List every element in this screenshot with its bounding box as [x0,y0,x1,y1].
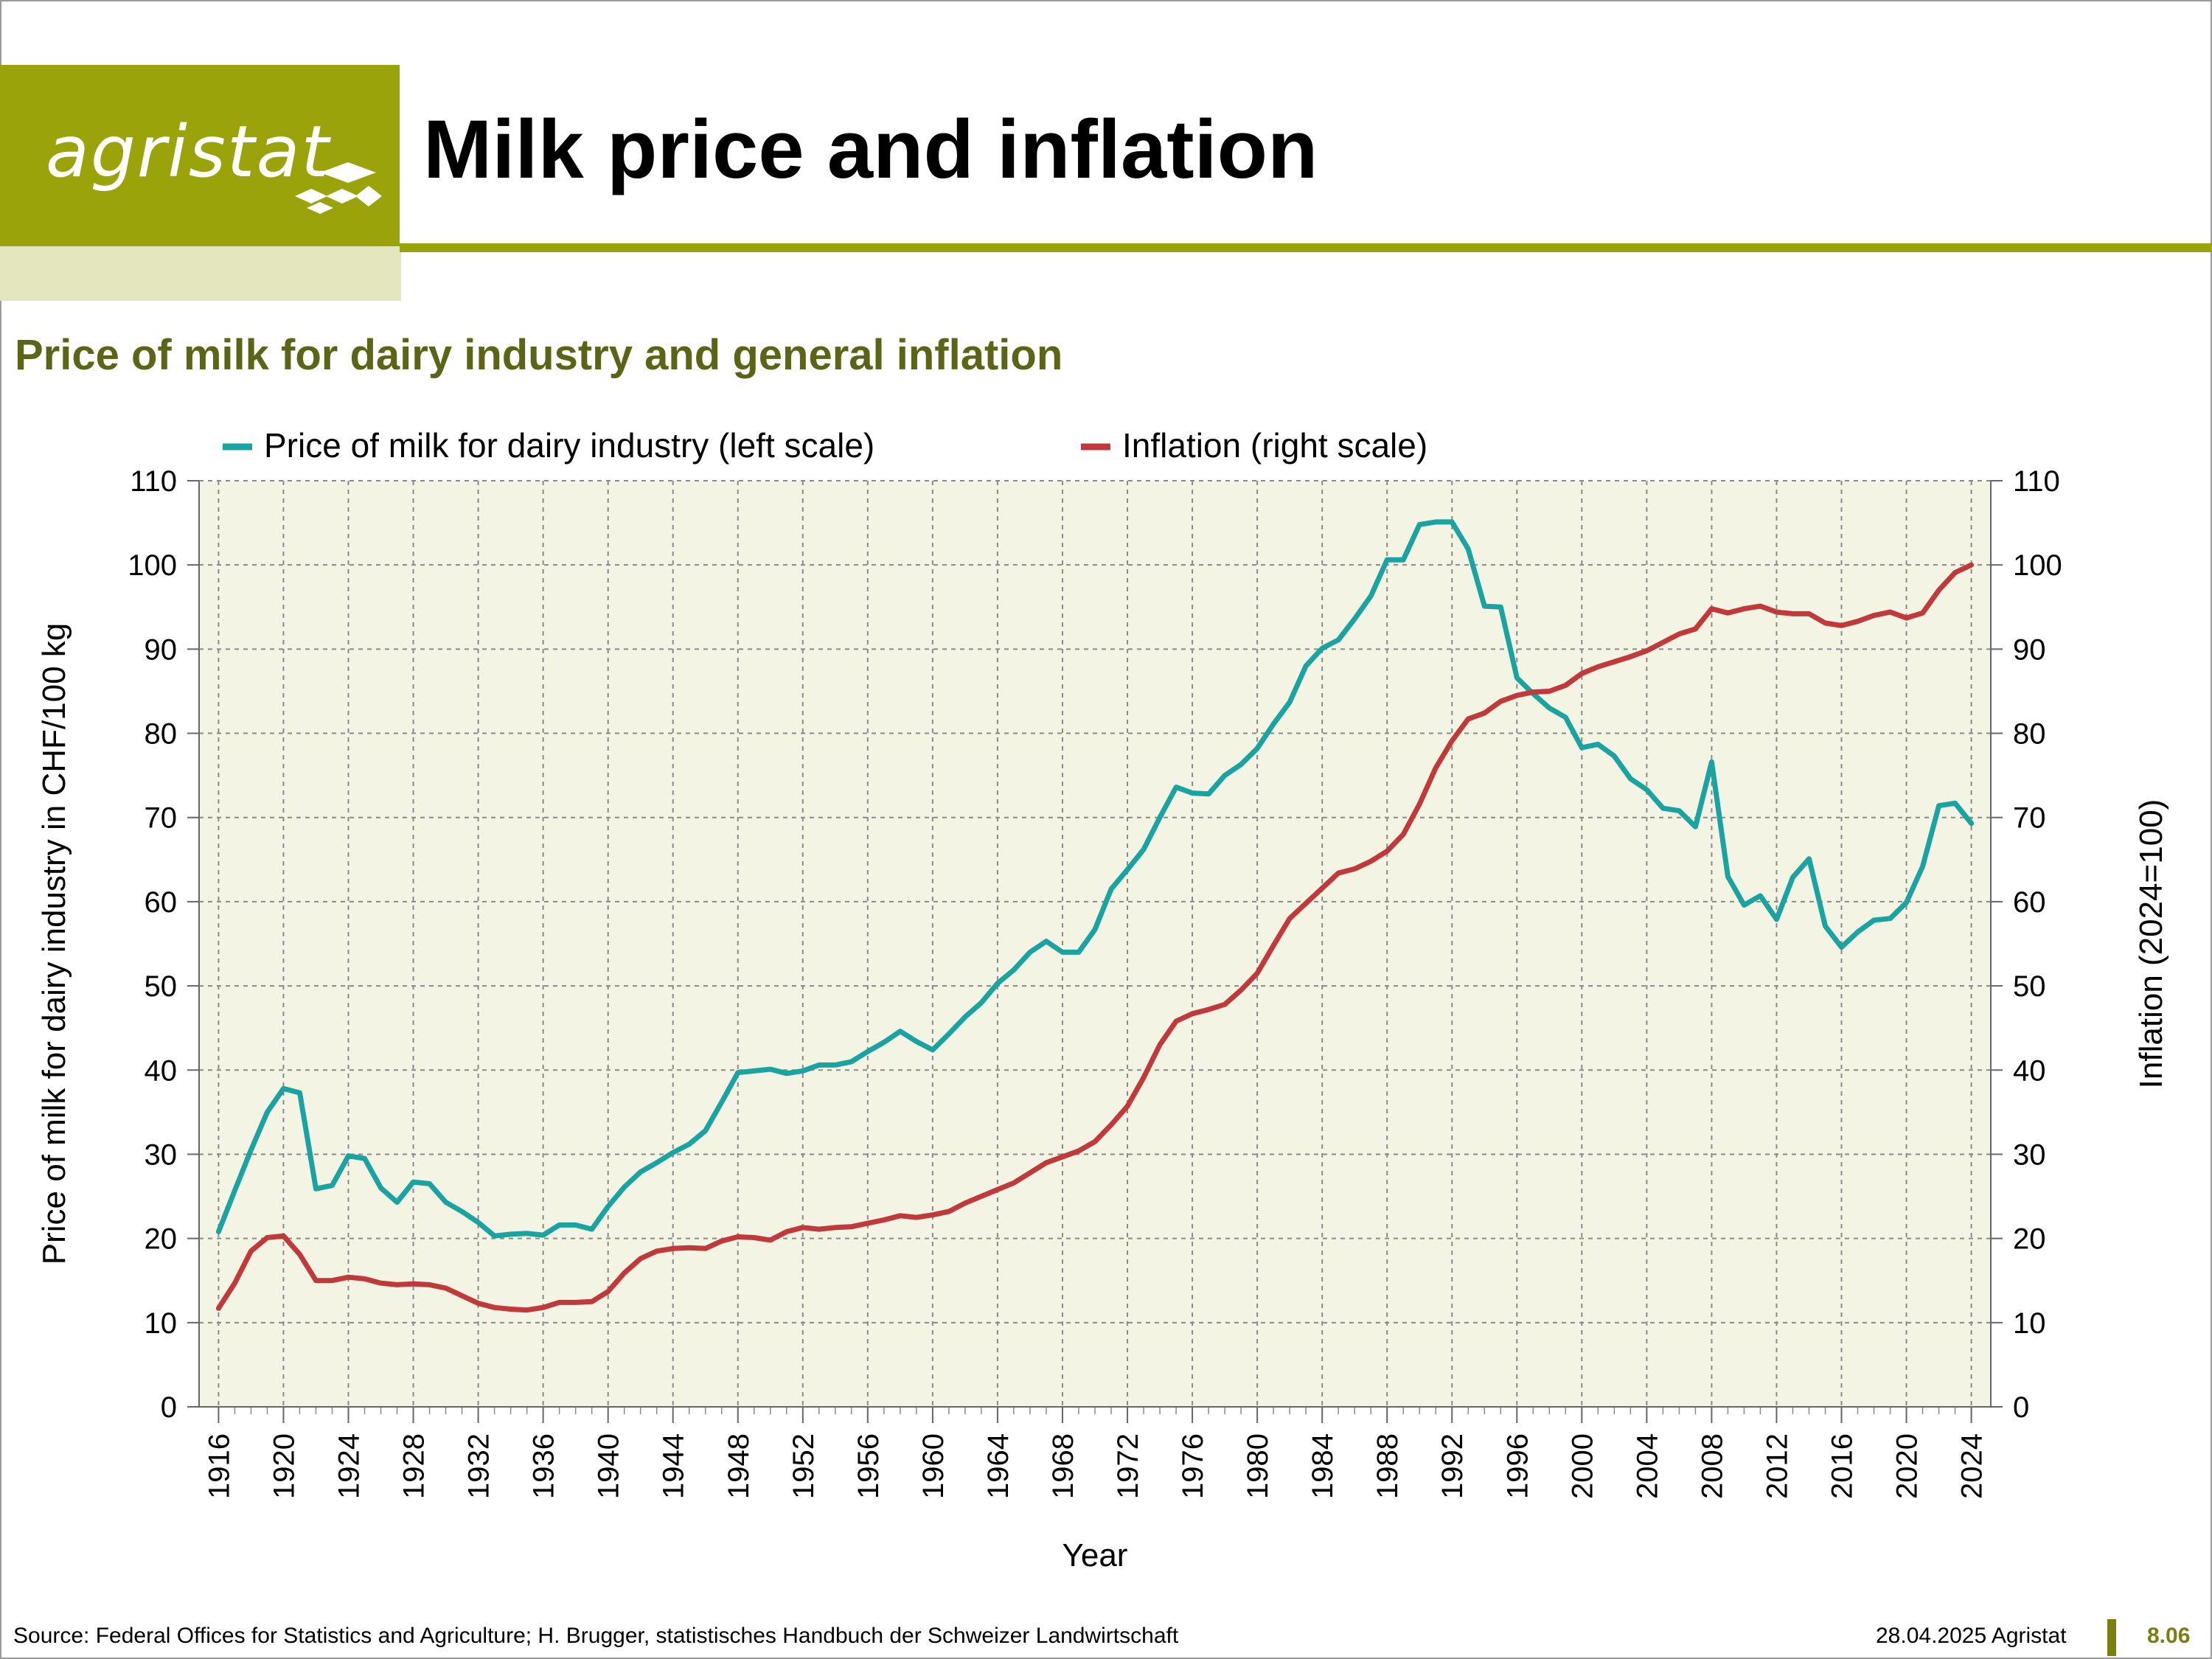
x-tick-label: 2020 [1891,1433,1924,1499]
logo-underbar [0,246,401,301]
y2-tick-label: 30 [2013,1138,2046,1171]
x-axis-label: Year [1062,1537,1128,1573]
footer-date: 28.04.2025 Agristat [1876,1624,2067,1648]
y-tick-label: 0 [161,1391,177,1424]
x-tick-label: 2004 [1631,1433,1663,1499]
x-tick-label: 2008 [1696,1433,1728,1499]
milk-inflation-chart: Price of milk for dairy industry (left s… [36,426,2169,1573]
x-tick-label: 1968 [1047,1433,1079,1499]
y-tick-label: 10 [145,1307,178,1340]
legend-label-1: Inflation (right scale) [1122,426,1427,465]
chart-legend: Price of milk for dairy industry (left s… [223,426,1427,465]
y-tick-label: 100 [128,549,177,582]
source-note: Source: Federal Offices for Statistics a… [13,1624,1179,1648]
x-tick-label: 1964 [982,1433,1015,1499]
x-tick-label: 1960 [917,1433,950,1499]
series-lines [215,519,1975,1313]
y-tick-label: 60 [145,886,178,919]
x-tick-label: 1944 [658,1433,690,1499]
header-rule [400,243,2212,252]
logo-text: agristat [46,111,331,193]
x-tick-label: 1984 [1307,1433,1339,1499]
y-tick-label: 30 [145,1138,178,1171]
x-tick-label: 2012 [1761,1433,1793,1499]
y-tick-label: 50 [145,970,178,1003]
logo-diamonds-icon [295,162,382,214]
x-tick-label: 1996 [1501,1433,1534,1499]
y2-tick-label: 80 [2013,718,2046,751]
y2-tick-label: 40 [2013,1054,2046,1087]
x-tick-label: 1972 [1112,1433,1144,1499]
y-tick-label: 90 [145,633,178,666]
y-tick-label: 40 [145,1054,178,1087]
x-tick-label: 1952 [787,1433,820,1499]
x-tick-label: 1920 [268,1433,300,1499]
x-tick-label: 1940 [593,1433,625,1499]
y2-tick-label: 70 [2013,802,2046,835]
legend-label-0: Price of milk for dairy industry (left s… [264,426,874,465]
y2-tick-label: 90 [2013,633,2046,666]
y2-tick-label: 10 [2013,1307,2046,1340]
y2-tick-label: 0 [2013,1391,2029,1424]
x-tick-label: 2016 [1826,1433,1859,1499]
x-tick-label: 1924 [333,1433,366,1499]
x-tick-label: 1932 [463,1433,495,1499]
page-number: 8.06 [2147,1624,2191,1648]
y2-tick-label: 100 [2013,549,2062,582]
x-tick-label: 1980 [1242,1433,1274,1499]
x-tick-label: 1976 [1177,1433,1209,1499]
x-tick-label: 1936 [528,1433,560,1499]
y2-tick-label: 60 [2013,886,2046,919]
y-tick-label: 70 [145,802,178,835]
x-tick-label: 1988 [1371,1433,1404,1499]
x-tick-label: 1928 [398,1433,431,1499]
y2-tick-label: 110 [2013,465,2060,498]
x-tick-label: 1992 [1436,1433,1469,1499]
x-tick-label: 1916 [203,1433,235,1499]
series-line-1 [215,562,1975,1313]
plot-area [199,481,1991,1407]
series-line-0 [215,519,1975,1239]
y-axis-label: Price of milk for dairy industry in CHF/… [36,623,72,1265]
y2-tick-label: 20 [2013,1223,2046,1256]
gridlines [199,480,1991,1407]
x-tick-label: 2024 [1956,1433,1989,1499]
x-tick-label: 2000 [1566,1433,1599,1499]
x-tick-label: 1956 [852,1433,885,1499]
y2-tick-label: 50 [2013,970,2046,1003]
footer-divider [2107,1619,2116,1656]
y2-axis-label: Inflation (2024=100) [2133,799,2169,1089]
chart-subtitle: Price of milk for dairy industry and gen… [15,331,1063,379]
page-title: Milk price and inflation [423,103,1318,195]
y-tick-label: 110 [130,465,177,498]
y-tick-label: 80 [145,718,178,751]
x-tick-label: 1948 [723,1433,755,1499]
agristat-logo [0,65,400,246]
y-tick-label: 20 [145,1223,178,1256]
